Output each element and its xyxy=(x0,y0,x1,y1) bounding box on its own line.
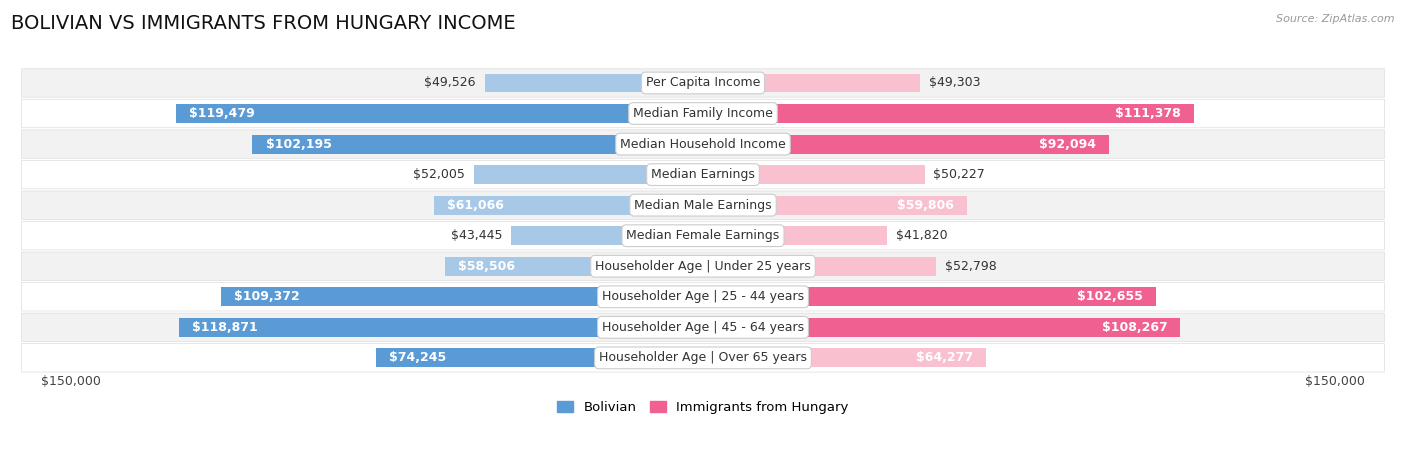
Text: Householder Age | 25 - 44 years: Householder Age | 25 - 44 years xyxy=(602,290,804,303)
Bar xyxy=(703,348,987,368)
Text: $108,267: $108,267 xyxy=(1101,321,1167,334)
Bar xyxy=(703,196,967,215)
Text: $43,445: $43,445 xyxy=(451,229,502,242)
Text: $150,000: $150,000 xyxy=(1305,375,1365,388)
Bar xyxy=(703,104,1194,123)
Text: Householder Age | Over 65 years: Householder Age | Over 65 years xyxy=(599,351,807,364)
Bar xyxy=(512,226,703,245)
Text: Householder Age | Under 25 years: Householder Age | Under 25 years xyxy=(595,260,811,273)
Bar xyxy=(444,257,703,276)
Text: $52,798: $52,798 xyxy=(945,260,997,273)
Text: $118,871: $118,871 xyxy=(193,321,257,334)
Text: $64,277: $64,277 xyxy=(917,351,973,364)
FancyBboxPatch shape xyxy=(21,221,1385,250)
Bar xyxy=(433,196,703,215)
Bar xyxy=(703,287,1156,306)
FancyBboxPatch shape xyxy=(21,344,1385,372)
FancyBboxPatch shape xyxy=(21,191,1385,219)
FancyBboxPatch shape xyxy=(21,283,1385,311)
Bar xyxy=(703,165,925,184)
Text: $58,506: $58,506 xyxy=(458,260,515,273)
Text: Median Household Income: Median Household Income xyxy=(620,138,786,150)
Bar xyxy=(176,104,703,123)
Bar xyxy=(703,257,936,276)
Text: $41,820: $41,820 xyxy=(896,229,948,242)
Text: $49,526: $49,526 xyxy=(425,77,475,90)
FancyBboxPatch shape xyxy=(21,99,1385,128)
FancyBboxPatch shape xyxy=(21,69,1385,97)
Bar xyxy=(375,348,703,368)
Text: $74,245: $74,245 xyxy=(389,351,446,364)
Bar xyxy=(252,134,703,154)
Bar xyxy=(474,165,703,184)
Text: $109,372: $109,372 xyxy=(233,290,299,303)
FancyBboxPatch shape xyxy=(21,130,1385,158)
Text: $150,000: $150,000 xyxy=(41,375,101,388)
Text: $92,094: $92,094 xyxy=(1039,138,1095,150)
Bar xyxy=(179,318,703,337)
Text: $111,378: $111,378 xyxy=(1115,107,1181,120)
Bar xyxy=(703,73,921,92)
Bar xyxy=(221,287,703,306)
Text: $59,806: $59,806 xyxy=(897,198,953,212)
Bar xyxy=(703,318,1181,337)
Text: Per Capita Income: Per Capita Income xyxy=(645,77,761,90)
Text: $102,195: $102,195 xyxy=(266,138,332,150)
FancyBboxPatch shape xyxy=(21,161,1385,189)
Bar xyxy=(485,73,703,92)
Text: Median Female Earnings: Median Female Earnings xyxy=(627,229,779,242)
Bar xyxy=(703,134,1109,154)
Text: Householder Age | 45 - 64 years: Householder Age | 45 - 64 years xyxy=(602,321,804,334)
FancyBboxPatch shape xyxy=(21,252,1385,281)
FancyBboxPatch shape xyxy=(21,313,1385,341)
Bar xyxy=(703,226,887,245)
Text: $119,479: $119,479 xyxy=(190,107,254,120)
Text: Median Family Income: Median Family Income xyxy=(633,107,773,120)
Text: Median Male Earnings: Median Male Earnings xyxy=(634,198,772,212)
Text: BOLIVIAN VS IMMIGRANTS FROM HUNGARY INCOME: BOLIVIAN VS IMMIGRANTS FROM HUNGARY INCO… xyxy=(11,14,516,33)
Text: $102,655: $102,655 xyxy=(1077,290,1143,303)
Text: Source: ZipAtlas.com: Source: ZipAtlas.com xyxy=(1277,14,1395,24)
Text: $52,005: $52,005 xyxy=(413,168,465,181)
Legend: Bolivian, Immigrants from Hungary: Bolivian, Immigrants from Hungary xyxy=(553,396,853,420)
Text: $50,227: $50,227 xyxy=(934,168,986,181)
Text: Median Earnings: Median Earnings xyxy=(651,168,755,181)
Text: $49,303: $49,303 xyxy=(929,77,981,90)
Text: $61,066: $61,066 xyxy=(447,198,503,212)
